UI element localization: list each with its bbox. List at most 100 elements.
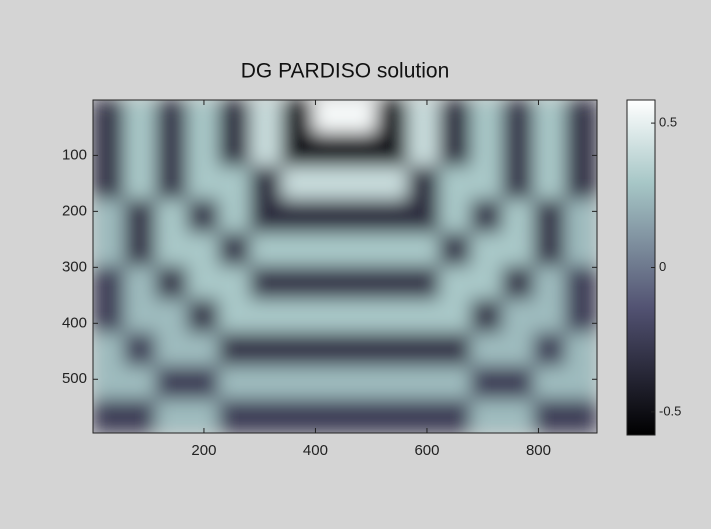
heatmap-cell (313, 233, 346, 267)
heatmap-cell (124, 133, 157, 167)
heatmap-cell (219, 266, 252, 300)
heatmap-cell (471, 299, 504, 333)
heatmap-cell (534, 299, 567, 333)
heatmap-cell (565, 133, 598, 167)
heatmap-cell (439, 166, 472, 200)
heatmap-cell (345, 399, 378, 433)
heatmap-cell (502, 133, 535, 167)
heatmap-cell (565, 266, 598, 300)
heatmap-cell (313, 366, 346, 400)
heatmap-cell (408, 333, 441, 367)
heatmap-cell (187, 366, 220, 400)
colorbar-tick-label: 0.5 (659, 115, 677, 130)
heatmap-cell (376, 166, 409, 200)
heatmap-cell (219, 366, 252, 400)
heatmap-cell (282, 199, 315, 233)
heatmap-cell (313, 100, 346, 134)
heatmap-cell (93, 399, 126, 433)
heatmap-cell (93, 133, 126, 167)
heatmap-cell (282, 266, 315, 300)
heatmap-cell (565, 399, 598, 433)
heatmap-cell (439, 100, 472, 134)
heatmap-cell (534, 166, 567, 200)
heatmap-cell (93, 333, 126, 367)
heatmap-cell (565, 100, 598, 134)
colorbar (627, 100, 655, 435)
heatmap-cell (471, 166, 504, 200)
colorbar-tick-label: 0 (659, 259, 666, 274)
heatmap-cell (502, 399, 535, 433)
heatmap (93, 100, 598, 434)
heatmap-cell (219, 133, 252, 167)
heatmap-cell (282, 366, 315, 400)
heatmap-cell (534, 266, 567, 300)
heatmap-cell (376, 199, 409, 233)
heatmap-cell (534, 233, 567, 267)
heatmap-cell (345, 166, 378, 200)
heatmap-cell (534, 366, 567, 400)
heatmap-cell (156, 233, 189, 267)
heatmap-cell (124, 266, 157, 300)
colorbar-tick-label: -0.5 (659, 403, 681, 418)
chart-title: DG PARDISO solution (241, 60, 450, 83)
heatmap-cell (471, 266, 504, 300)
heatmap-cell (93, 299, 126, 333)
heatmap-cell (250, 333, 283, 367)
y-tick-label: 200 (62, 202, 87, 219)
heatmap-cell (93, 233, 126, 267)
heatmap-cell (93, 199, 126, 233)
heatmap-cell (502, 299, 535, 333)
heatmap-cell (471, 133, 504, 167)
heatmap-cell (313, 266, 346, 300)
heatmap-cell (408, 299, 441, 333)
heatmap-cell (471, 233, 504, 267)
x-tick-label: 800 (526, 442, 551, 459)
heatmap-cell (219, 233, 252, 267)
heatmap-cell (250, 233, 283, 267)
heatmap-cell (345, 333, 378, 367)
heatmap-cell (156, 299, 189, 333)
heatmap-cell (408, 366, 441, 400)
heatmap-cell (439, 399, 472, 433)
heatmap-cell (313, 133, 346, 167)
heatmap-cell (250, 100, 283, 134)
heatmap-cell (345, 100, 378, 134)
heatmap-cell (313, 299, 346, 333)
heatmap-cell (124, 100, 157, 134)
heatmap-cell (471, 100, 504, 134)
heatmap-cell (376, 399, 409, 433)
heatmap-cell (250, 133, 283, 167)
heatmap-cell (471, 399, 504, 433)
heatmap-cell (219, 100, 252, 134)
heatmap-cell (282, 233, 315, 267)
x-tick-label: 400 (303, 442, 328, 459)
heatmap-cell (187, 199, 220, 233)
heatmap-cell (250, 399, 283, 433)
heatmap-cell (282, 133, 315, 167)
heatmap-cell (502, 333, 535, 367)
heatmap-cell (408, 133, 441, 167)
heatmap-cell (471, 366, 504, 400)
heatmap-cell (439, 266, 472, 300)
heatmap-cell (565, 299, 598, 333)
y-tick-label: 300 (62, 258, 87, 275)
chart: DG PARDISO solution 20040060080010020030… (0, 0, 711, 529)
heatmap-cell (502, 266, 535, 300)
heatmap-cell (408, 199, 441, 233)
heatmap-cell (187, 133, 220, 167)
heatmap-cell (565, 366, 598, 400)
heatmap-cell (219, 166, 252, 200)
heatmap-cell (124, 233, 157, 267)
heatmap-cell (439, 233, 472, 267)
heatmap-cell (93, 366, 126, 400)
heatmap-cell (156, 133, 189, 167)
heatmap-cell (439, 299, 472, 333)
heatmap-cell (219, 199, 252, 233)
heatmap-cell (187, 333, 220, 367)
heatmap-cell (124, 299, 157, 333)
heatmap-cell (282, 100, 315, 134)
heatmap-cell (282, 299, 315, 333)
heatmap-cell (408, 266, 441, 300)
heatmap-cell (534, 133, 567, 167)
y-tick-label: 400 (62, 314, 87, 331)
